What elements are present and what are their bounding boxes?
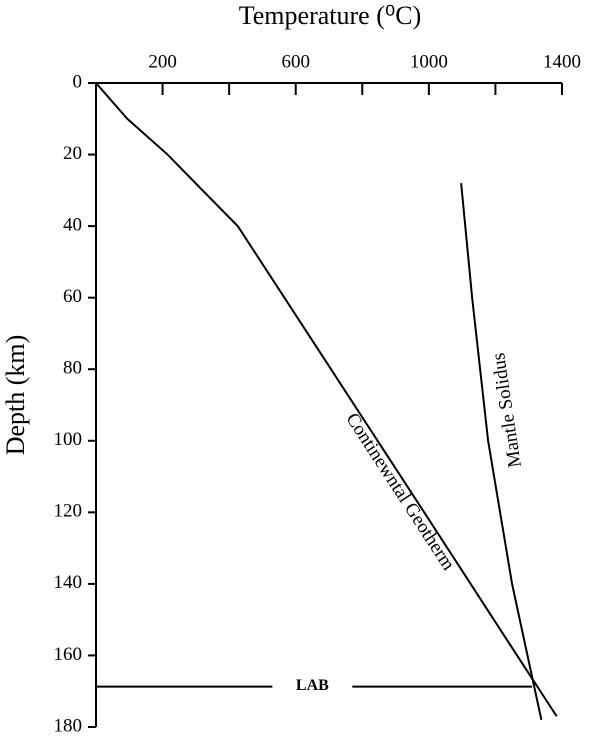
y-tick-label: 80 [63, 358, 82, 379]
y-tick-label: 100 [54, 429, 83, 450]
x-tick-label: 200 [148, 51, 177, 72]
x-tick-label: 1400 [543, 51, 581, 72]
y-tick-label: 60 [63, 286, 82, 307]
x-tick-label: 1000 [410, 51, 448, 72]
y-tick-label: 20 [63, 143, 82, 164]
y-axis-label: Depth (km) [1, 335, 30, 456]
x-axis-label: Temperature (⁰C) [239, 1, 422, 30]
y-tick-label: 140 [54, 572, 83, 593]
y-tick-label: 0 [73, 71, 83, 92]
line [460, 183, 543, 721]
series-annotation: Mantle Solidus [488, 351, 526, 468]
lab-label: LAB [296, 677, 329, 694]
y-tick-label: 120 [54, 501, 83, 522]
line [95, 82, 558, 717]
series-annotation: Continewntal Geotherm [341, 409, 459, 574]
x-tick-label: 600 [281, 51, 310, 72]
y-tick-label: 40 [63, 214, 82, 235]
y-tick-label: 160 [54, 644, 83, 665]
y-tick-label: 180 [54, 715, 83, 736]
